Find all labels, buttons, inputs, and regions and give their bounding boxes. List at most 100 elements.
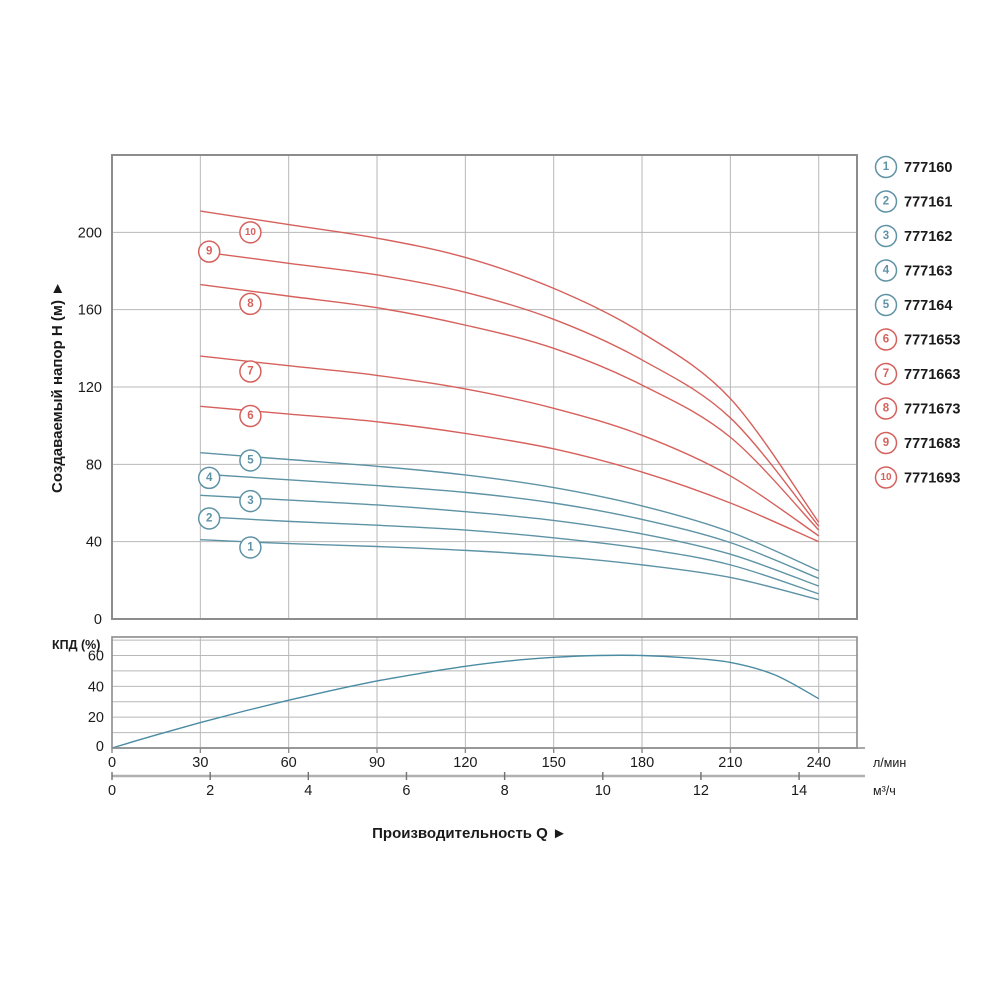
legend-code: 777161 xyxy=(904,195,952,211)
main-grid xyxy=(112,155,857,619)
x-tick-label-lmin: 240 xyxy=(807,755,831,771)
x-tick-label-lmin: 210 xyxy=(718,755,742,771)
x-tick-label-m3h: 10 xyxy=(595,783,611,799)
legend-code: 777164 xyxy=(904,298,952,314)
efficiency-title: КПД (%) xyxy=(52,638,100,652)
legend-code: 777162 xyxy=(904,229,952,245)
y-axis-ticks: 0 40 80 120 160 200 xyxy=(78,225,102,628)
marker-circle xyxy=(239,404,262,428)
x-tick-label-m3h: 2 xyxy=(206,783,214,799)
legend-item-10[interactable]: 10 7771693 xyxy=(874,466,961,489)
legend-item-8[interactable]: 8 7771673 xyxy=(874,397,961,420)
curve-6 xyxy=(200,405,820,543)
legend-item-9[interactable]: 9 7771683 xyxy=(874,431,961,455)
curve-marker-4[interactable]: 4 xyxy=(197,466,221,490)
marker-label: 4 xyxy=(206,472,213,484)
efficiency-y-tick-label: 20 xyxy=(88,710,104,726)
marker-label: 7 xyxy=(247,366,253,378)
curve-marker-1[interactable]: 1 xyxy=(239,536,262,559)
legend-code: 777163 xyxy=(904,264,952,280)
legend-marker-label: 3 xyxy=(883,230,889,242)
legend-marker-circle xyxy=(874,328,898,351)
marker-circle xyxy=(239,449,262,472)
x-tick-label-lmin: 60 xyxy=(281,755,297,771)
legend-marker-circle xyxy=(874,224,898,248)
y-axis-title: Создаваемый напор H (м) ► xyxy=(49,281,66,493)
marker-label: 8 xyxy=(247,298,254,310)
curve-marker-8[interactable]: 8 xyxy=(239,292,262,316)
legend: 1 777160 2 777161 3 777162 4 777163 5 777164 6 7771… xyxy=(874,155,961,489)
x-axis-primary-ticks: 0 30 60 90 120 150 180 210 240 xyxy=(108,748,831,771)
x-tick-label-m3h: 6 xyxy=(402,783,410,799)
marker-circle xyxy=(197,466,221,490)
marker-label: 6 xyxy=(247,410,253,422)
efficiency-y-tick-label: 40 xyxy=(88,679,104,695)
legend-marker-label: 2 xyxy=(883,196,889,208)
legend-marker-circle xyxy=(874,362,898,386)
x-tick-label-lmin: 0 xyxy=(108,755,116,771)
x-tick-label-lmin: 150 xyxy=(542,755,566,771)
legend-marker-label: 9 xyxy=(883,437,889,449)
legend-marker-circle xyxy=(874,155,898,179)
legend-item-7[interactable]: 7 7771663 xyxy=(874,362,961,386)
legend-code: 7771663 xyxy=(904,367,960,383)
efficiency-plot-frame xyxy=(111,636,858,749)
legend-marker-label: 7 xyxy=(883,368,889,380)
legend-item-2[interactable]: 2 777161 xyxy=(874,190,953,213)
efficiency-y-ticks: 0 20 40 60 xyxy=(88,649,104,756)
efficiency-y-tick-label: 60 xyxy=(88,649,104,665)
y-tick-label: 160 xyxy=(78,303,102,319)
curve-1 xyxy=(200,539,819,601)
legend-item-5[interactable]: 5 777164 xyxy=(874,293,953,317)
legend-item-6[interactable]: 6 7771653 xyxy=(874,328,961,351)
curve-marker-10[interactable]: 10 xyxy=(239,221,262,244)
legend-item-3[interactable]: 3 777162 xyxy=(874,224,953,248)
legend-marker-label: 4 xyxy=(883,265,890,277)
curve-marker-5[interactable]: 5 xyxy=(239,449,262,472)
legend-item-1[interactable]: 1 777160 xyxy=(874,155,953,179)
legend-code: 7771673 xyxy=(904,402,960,418)
curve-markers: 1 2 3 4 5 6 7 8 9 10 xyxy=(197,221,262,559)
legend-item-4[interactable]: 4 777163 xyxy=(874,259,953,282)
head-curves xyxy=(200,210,820,601)
curve-marker-7[interactable]: 7 xyxy=(239,360,262,383)
curve-8 xyxy=(200,283,820,531)
curve-7 xyxy=(200,355,820,537)
y-tick-label: 120 xyxy=(78,380,102,396)
curve-marker-2[interactable]: 2 xyxy=(197,507,221,530)
x-tick-label-m3h: 14 xyxy=(791,783,807,799)
marker-label: 1 xyxy=(247,541,254,553)
curve-3 xyxy=(200,494,819,587)
curve-marker-3[interactable]: 3 xyxy=(239,489,262,513)
x-axis-secondary-ticks: 0 2 4 6 8 10 12 14 xyxy=(108,772,807,799)
curve-9 xyxy=(200,250,820,527)
marker-circle xyxy=(239,360,262,383)
legend-marker-circle xyxy=(874,466,898,489)
y-tick-label: 40 xyxy=(86,535,102,551)
x-tick-label-m3h: 4 xyxy=(304,783,312,799)
legend-marker-label: 1 xyxy=(883,161,890,173)
marker-circle xyxy=(197,240,221,263)
x-tick-label-m3h: 8 xyxy=(501,783,509,799)
curve-4 xyxy=(200,473,819,580)
legend-marker-circle xyxy=(874,259,898,282)
legend-marker-label: 6 xyxy=(883,334,889,346)
x-tick-label-m3h: 12 xyxy=(693,783,709,799)
y-tick-label: 200 xyxy=(78,225,102,241)
x-tick-label-lmin: 30 xyxy=(192,755,208,771)
legend-code: 7771693 xyxy=(904,471,960,487)
legend-code: 7771653 xyxy=(904,333,960,349)
x-unit-lmin: л/мин xyxy=(873,756,906,770)
marker-circle xyxy=(239,536,262,559)
marker-circle xyxy=(197,507,221,530)
marker-label: 2 xyxy=(206,512,212,524)
marker-label: 10 xyxy=(245,227,257,238)
legend-code: 777160 xyxy=(904,160,952,176)
curve-marker-6[interactable]: 6 xyxy=(239,404,262,428)
legend-marker-circle xyxy=(874,397,898,420)
x-unit-m3h: м³/ч xyxy=(873,784,896,798)
curve-marker-9[interactable]: 9 xyxy=(197,240,221,263)
x-tick-label-m3h: 0 xyxy=(108,783,116,799)
